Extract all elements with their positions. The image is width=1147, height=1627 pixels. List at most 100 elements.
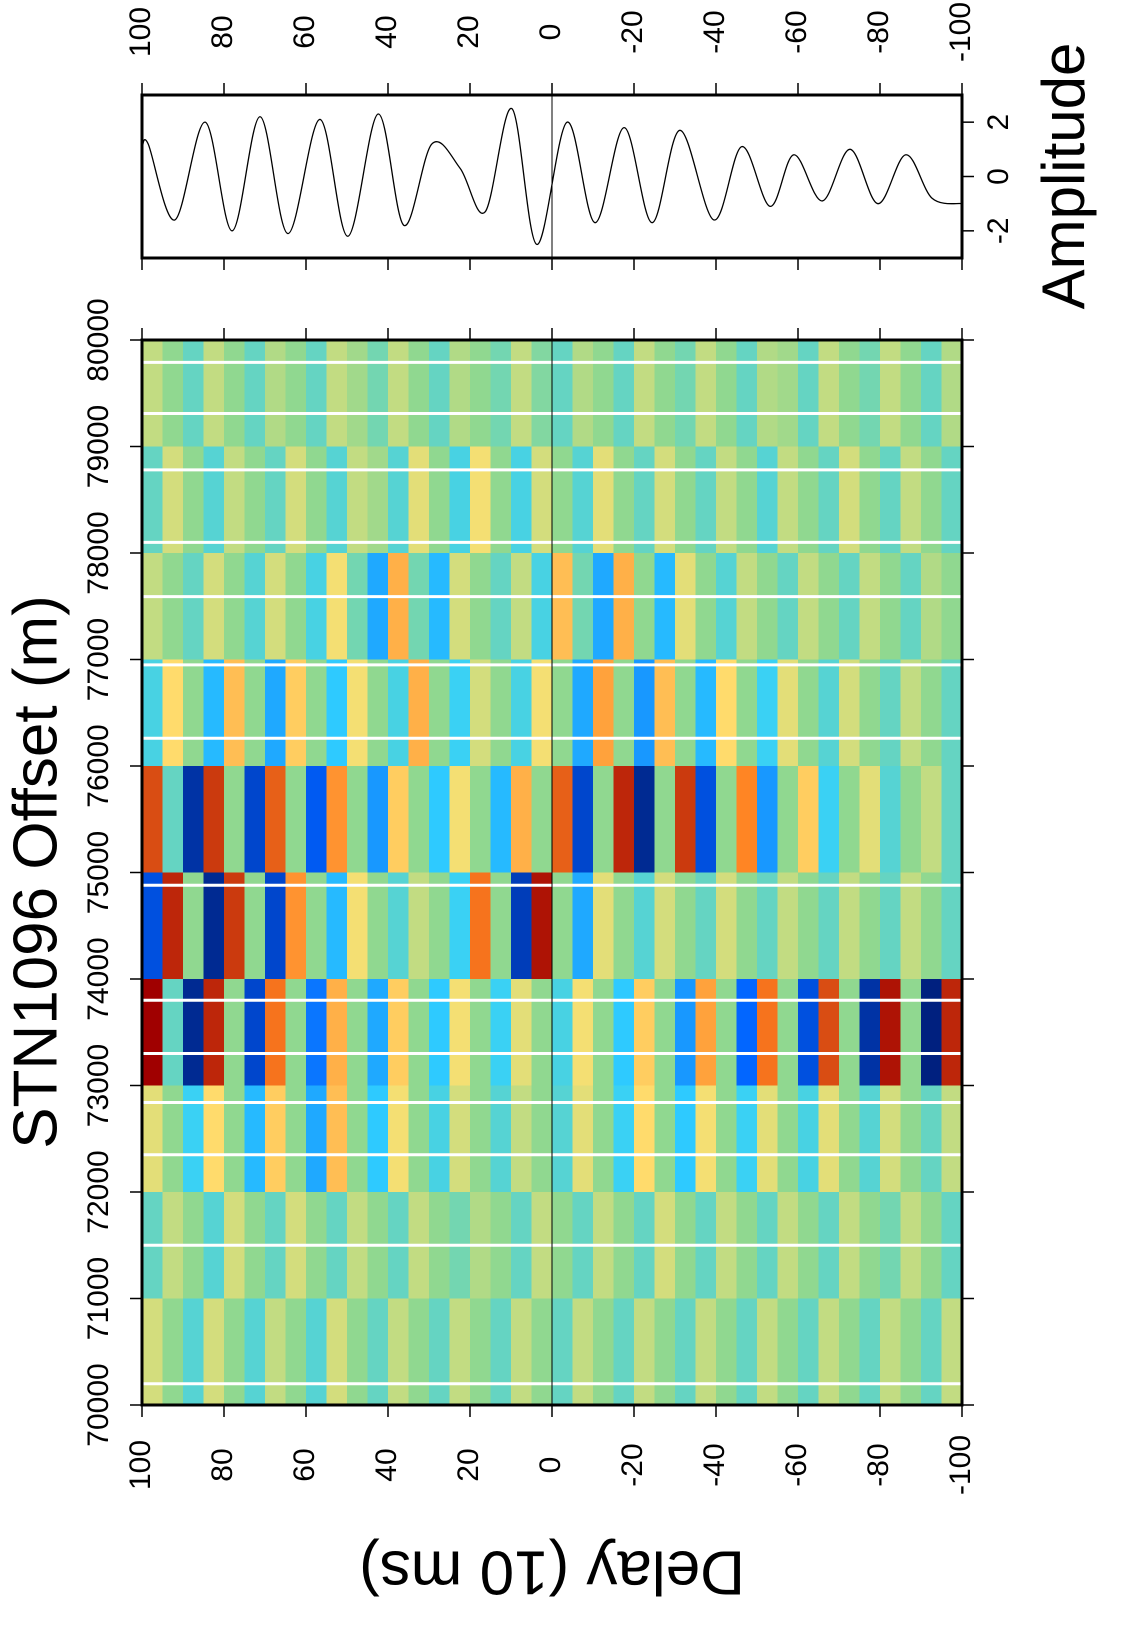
heatmap-cell: [224, 659, 245, 767]
heatmap-cell: [675, 1298, 696, 1406]
heatmap-cell: [326, 446, 348, 554]
heatmap-cell: [613, 872, 635, 980]
heatmap-cell: [306, 1085, 327, 1193]
heatmap-cell: [490, 553, 512, 660]
heatmap-cell: [183, 553, 204, 660]
y-tick-label: 70000: [82, 1363, 115, 1446]
heatmap-cell: [941, 872, 963, 980]
y-tick-label: 79000: [82, 405, 115, 488]
heatmap-cell: [716, 446, 737, 554]
heatmap-cell: [921, 979, 942, 1086]
heatmap-cell: [818, 979, 840, 1086]
heatmap-cell: [490, 1085, 512, 1193]
heatmap-cell: [429, 659, 450, 767]
heatmap-cell: [654, 553, 676, 660]
heatmap-cell: [634, 872, 655, 980]
heatmap-cell: [654, 872, 676, 980]
heatmap-cell: [818, 553, 840, 660]
x-tick-label: -100: [944, 2, 977, 62]
heatmap-cell: [224, 553, 245, 660]
heatmap-cell: [716, 659, 737, 767]
heatmap-cell: [572, 446, 594, 554]
heatmap-cell: [941, 446, 963, 554]
heatmap-cell: [593, 446, 614, 554]
heatmap-cell: [921, 446, 942, 554]
heatmap-cell: [224, 1085, 245, 1193]
x-tick-label: 80: [206, 1448, 239, 1481]
y-tick-label: -2: [982, 217, 1015, 244]
heatmap-cell: [634, 446, 655, 554]
heatmap-cell: [224, 872, 245, 980]
heatmap-cell: [429, 340, 450, 447]
heatmap-cell: [388, 659, 409, 767]
heatmap-cell: [572, 553, 594, 660]
heatmap-cell: [613, 340, 635, 447]
y-tick-label: 76000: [82, 724, 115, 807]
heatmap-cell: [285, 979, 307, 1086]
heatmap-cell: [367, 446, 389, 554]
heatmap-cell: [470, 340, 491, 447]
heatmap-cell: [654, 340, 676, 447]
heatmap-cell: [941, 1085, 963, 1193]
heatmap-cell: [675, 979, 696, 1086]
heatmap-cell: [716, 340, 737, 447]
heatmap-cell: [839, 1298, 860, 1406]
heatmap-cell: [634, 1085, 655, 1193]
heatmap-cell: [183, 1085, 204, 1193]
heatmap-cell: [531, 766, 553, 873]
heatmap-cell: [654, 659, 676, 767]
heatmap-cell: [900, 553, 922, 660]
heatmap-cell: [429, 1298, 450, 1406]
heatmap-cell: [367, 1085, 389, 1193]
heatmap-cell: [326, 979, 348, 1086]
heatmap-cell: [285, 446, 307, 554]
heatmap-cell: [818, 766, 840, 873]
heatmap-cell: [818, 340, 840, 447]
heatmap-cell: [798, 1085, 819, 1193]
heatmap-cell: [408, 872, 430, 980]
x-tick-label: 40: [370, 15, 403, 48]
heatmap-cell: [429, 872, 450, 980]
heatmap-cell: [757, 766, 778, 873]
heatmap-cell: [490, 872, 512, 980]
waveform: [141, 107, 963, 246]
heatmap-cell: [367, 553, 389, 660]
heatmap-cell: [900, 659, 922, 767]
heatmap-cell: [716, 1298, 737, 1406]
heatmap-cell: [859, 766, 881, 873]
heatmap-cell: [921, 872, 942, 980]
heatmap-cell: [429, 1085, 450, 1193]
heatmap-cell: [408, 1085, 430, 1193]
heatmap-cell: [224, 446, 245, 554]
heatmap-cell: [552, 1298, 573, 1406]
x-tick-label: -40: [698, 10, 731, 53]
heatmap-cell: [265, 1298, 286, 1406]
heatmap-cell: [326, 1085, 348, 1193]
heatmap-cell: [470, 1085, 491, 1193]
x-tick-label: 60: [288, 15, 321, 48]
heatmap-cell: [511, 872, 532, 980]
heatmap-cell: [429, 553, 450, 660]
heatmap-cell: [654, 979, 676, 1086]
heatmap-cell: [531, 872, 553, 980]
heatmap-cell: [470, 766, 491, 873]
x-tick-label: 40: [370, 1448, 403, 1481]
y-axis-title: Amplitude: [1030, 43, 1097, 310]
heatmap-cell: [511, 659, 532, 767]
heatmap-cell: [531, 979, 553, 1086]
heatmap-cell: [777, 1085, 799, 1193]
heatmap-cell: [285, 340, 307, 447]
heatmap-cell: [921, 340, 942, 447]
heatmap-cell: [798, 872, 819, 980]
heatmap-cell: [203, 1298, 225, 1406]
heatmap-cell: [572, 1085, 594, 1193]
heatmap-cell: [675, 872, 696, 980]
heatmap-cell: [244, 872, 266, 980]
heatmap-cell: [244, 766, 266, 873]
heatmap-cell: [675, 1085, 696, 1193]
x-tick-label: 60: [288, 1448, 321, 1481]
heatmap-cell: [736, 1298, 758, 1406]
heatmap-cell: [798, 766, 819, 873]
heatmap-cell: [695, 1085, 717, 1193]
